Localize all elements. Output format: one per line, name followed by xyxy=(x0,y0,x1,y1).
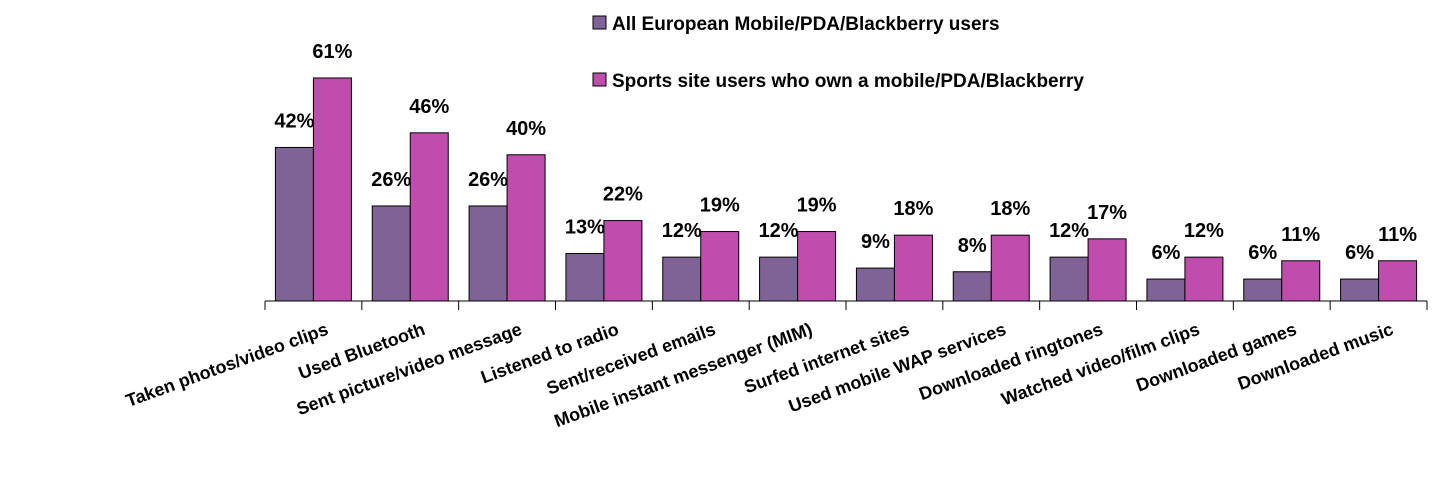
data-label: 19% xyxy=(700,195,740,217)
bar xyxy=(274,146,314,302)
data-label: 26% xyxy=(371,169,411,191)
data-label: 6% xyxy=(1248,242,1277,264)
data-label: 12% xyxy=(1184,220,1224,242)
legend-swatch xyxy=(592,15,607,30)
bar xyxy=(1378,260,1418,302)
data-label: 26% xyxy=(468,169,508,191)
data-label: 8% xyxy=(958,235,987,257)
data-label: 13% xyxy=(565,216,605,238)
bar xyxy=(468,205,508,302)
data-label: 6% xyxy=(1151,242,1180,264)
bar xyxy=(1243,278,1283,302)
data-label: 11% xyxy=(1378,224,1417,246)
legend-swatch xyxy=(592,72,607,87)
data-label: 42% xyxy=(274,110,314,132)
data-label: 12% xyxy=(759,220,799,242)
bar xyxy=(1184,256,1224,302)
data-label: 61% xyxy=(312,41,352,63)
bar xyxy=(506,154,546,302)
bar xyxy=(409,132,449,302)
data-label: 40% xyxy=(506,118,546,140)
legend-label: Sports site users who own a mobile/PDA/B… xyxy=(612,71,1084,92)
data-label: 46% xyxy=(409,96,449,118)
data-label: 18% xyxy=(893,198,933,220)
data-label: 11% xyxy=(1281,224,1320,246)
bar xyxy=(1340,278,1380,302)
bar xyxy=(759,256,799,302)
bar xyxy=(893,234,933,302)
x-tick-label: Downloaded games xyxy=(1133,319,1299,396)
bar xyxy=(603,220,643,302)
bar xyxy=(1281,260,1321,302)
bar xyxy=(565,252,605,302)
bar xyxy=(855,267,895,302)
bar xyxy=(952,271,992,302)
bar xyxy=(371,205,411,302)
data-label: 19% xyxy=(797,195,837,217)
data-label: 18% xyxy=(990,198,1030,220)
bar xyxy=(662,256,702,302)
bar xyxy=(1087,238,1127,302)
legend-label: All European Mobile/PDA/Blackberry users xyxy=(612,14,1000,35)
bar xyxy=(312,77,352,302)
bar xyxy=(700,231,740,302)
bar xyxy=(797,231,837,302)
data-label: 6% xyxy=(1345,242,1374,264)
data-label: 9% xyxy=(861,231,890,253)
data-label: 12% xyxy=(1049,220,1089,242)
bar xyxy=(1049,256,1089,302)
data-label: 12% xyxy=(662,220,702,242)
data-label: 17% xyxy=(1087,202,1127,224)
bar xyxy=(1146,278,1186,302)
data-label: 22% xyxy=(603,184,643,206)
bar xyxy=(990,234,1030,302)
